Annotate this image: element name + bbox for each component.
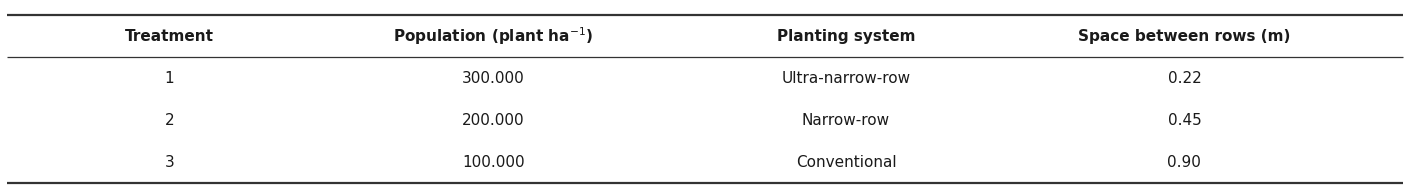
Text: 0.22: 0.22 [1167,71,1201,86]
Text: Population (plant ha$^{-1}$): Population (plant ha$^{-1}$) [393,25,594,47]
Text: 100.000: 100.000 [462,155,525,170]
Text: Conventional: Conventional [795,155,897,170]
Text: 3: 3 [165,155,173,170]
Text: 0.90: 0.90 [1167,155,1201,170]
Text: Ultra-narrow-row: Ultra-narrow-row [781,71,911,86]
Text: 2: 2 [165,113,173,128]
Text: Narrow-row: Narrow-row [802,113,890,128]
Text: Planting system: Planting system [777,29,915,44]
Text: Treatment: Treatment [124,29,214,44]
Text: 300.000: 300.000 [462,71,525,86]
Text: Space between rows (m): Space between rows (m) [1079,29,1290,44]
Text: 1: 1 [165,71,173,86]
Text: 0.45: 0.45 [1167,113,1201,128]
Text: 200.000: 200.000 [462,113,525,128]
